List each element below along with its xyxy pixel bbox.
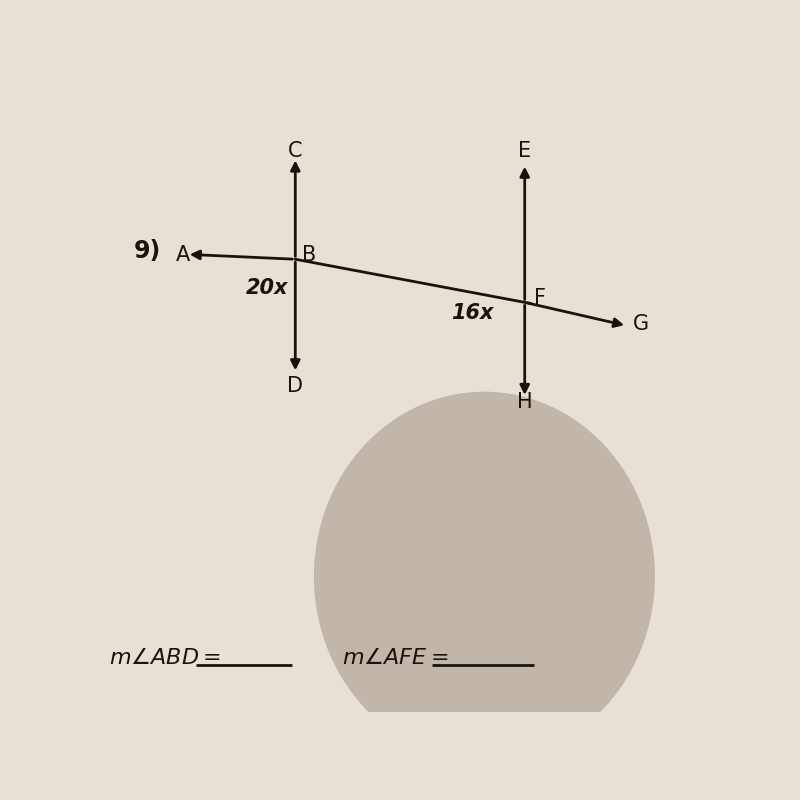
Text: $m\angle AFE=$: $m\angle AFE=$ <box>342 647 448 668</box>
Text: 9): 9) <box>134 239 162 263</box>
Ellipse shape <box>314 392 655 762</box>
Text: 16x: 16x <box>451 303 494 323</box>
Text: 20x: 20x <box>246 278 289 298</box>
Text: C: C <box>288 141 302 161</box>
Text: G: G <box>634 314 650 334</box>
Text: F: F <box>534 288 546 308</box>
Text: D: D <box>287 376 303 396</box>
Text: B: B <box>302 245 316 265</box>
Text: $m\angle ABD=$: $m\angle ABD=$ <box>110 647 221 668</box>
Text: H: H <box>517 392 533 412</box>
Text: A: A <box>176 245 190 265</box>
Text: E: E <box>518 141 531 161</box>
